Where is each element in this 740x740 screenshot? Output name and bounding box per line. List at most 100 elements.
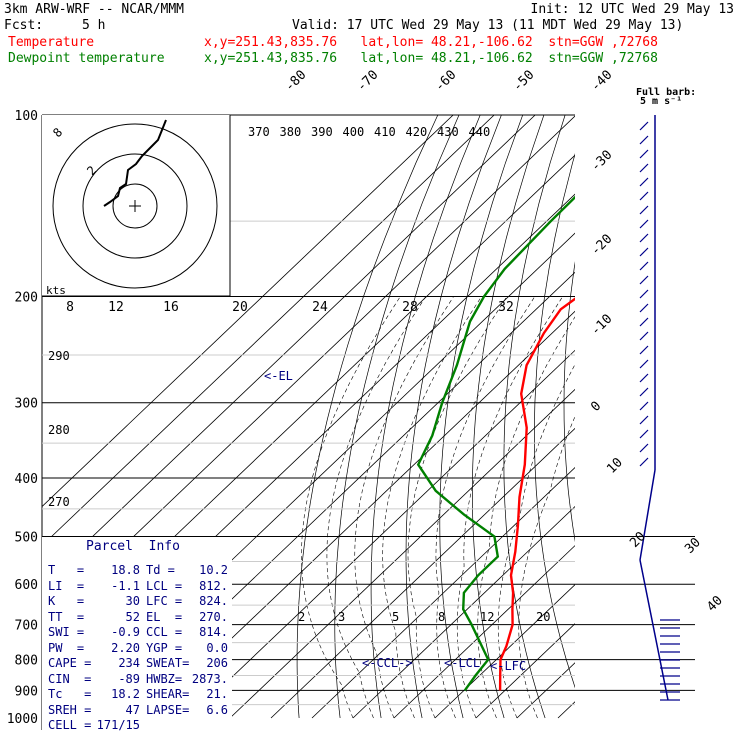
pressure-tick-label: 400 bbox=[15, 472, 38, 487]
wind-barb bbox=[639, 457, 649, 467]
parcel-info-cell: EL = bbox=[146, 609, 183, 624]
parcel-info-cell: 812. bbox=[199, 578, 228, 593]
hodograph-trace bbox=[103, 119, 167, 207]
pressure-tick-label: 1000 bbox=[7, 712, 38, 727]
pressure-tick-label: 600 bbox=[15, 578, 38, 593]
dry-adiabat bbox=[674, 115, 740, 718]
parcel-info-cell: 30 bbox=[125, 594, 140, 608]
wind-barb bbox=[639, 373, 649, 383]
parcel-info-cell: 18.8 bbox=[111, 563, 140, 577]
theta-e-label: 380 bbox=[280, 125, 302, 139]
moist-adiabat bbox=[382, 296, 482, 719]
parcel-info-cell: 2873. bbox=[191, 671, 228, 686]
moist-adiabat bbox=[497, 363, 575, 719]
parcel-info-cell: -0.9 bbox=[111, 625, 140, 639]
dry-adiabat bbox=[593, 115, 668, 718]
parcel-info-cell: Tc = bbox=[48, 687, 92, 701]
moist-adiabat bbox=[354, 296, 454, 719]
isotherm-label: -10 bbox=[588, 312, 615, 339]
sounding-series bbox=[416, 195, 575, 692]
parcel-info-cell: 171/15 bbox=[96, 718, 140, 732]
wind-barb bbox=[639, 205, 649, 215]
hodograph-kts-label: kts bbox=[46, 284, 66, 297]
theta-label: 290 bbox=[48, 349, 70, 363]
wind-barb bbox=[639, 247, 649, 257]
mixing-ratio-label: 20 bbox=[536, 610, 550, 624]
parcel-info-cell: LCL = bbox=[146, 578, 183, 593]
parcel-info-cell: CIN = bbox=[48, 671, 92, 686]
moist-adiabat bbox=[326, 296, 426, 719]
temperature-location: x,y=251.43,835.76 lat,lon= 48.21,-106.62… bbox=[204, 35, 658, 50]
hodograph-ring bbox=[82, 153, 188, 259]
wind-barb bbox=[639, 149, 649, 159]
dry-adiabat bbox=[472, 115, 545, 719]
wind-profile-line bbox=[639, 469, 656, 561]
mixing-ratio-label: 12 bbox=[480, 610, 494, 624]
wind-barb bbox=[639, 345, 649, 355]
parcel-info-cell: 6.6 bbox=[206, 702, 228, 717]
wind-barb bbox=[639, 261, 649, 271]
moist-adiabat bbox=[301, 296, 401, 719]
wind-barb bbox=[639, 415, 649, 425]
wind-speed-ring-label: 12 bbox=[108, 300, 124, 315]
wind-barb bbox=[639, 233, 649, 243]
wind-barb bbox=[639, 289, 649, 299]
parcel-info-box: Parcel Info T = 18.8 Td = 10.2 LI = -1.1 LCL =… bbox=[42, 537, 232, 732]
forecast-label: Fcst: bbox=[4, 18, 44, 33]
theta-label: 280 bbox=[48, 423, 70, 437]
moist-adiabat bbox=[518, 415, 575, 719]
theta-e-label: 400 bbox=[343, 125, 365, 139]
isotherm-label: 20 bbox=[627, 529, 649, 551]
pressure-tick-label: 500 bbox=[15, 530, 38, 545]
isotherm-label: 0 bbox=[588, 399, 604, 415]
pressure-tick-label: 200 bbox=[15, 291, 38, 306]
wind-barb bbox=[639, 219, 649, 229]
dewpoint-line bbox=[416, 195, 575, 692]
isotherm-line bbox=[42, 115, 495, 547]
isotherm-label: -80 bbox=[282, 68, 309, 95]
isotherm-line bbox=[516, 662, 575, 719]
parcel-info-cell: Td = bbox=[146, 563, 175, 577]
isotherm-line bbox=[42, 115, 536, 586]
dry-adiabat bbox=[370, 115, 481, 719]
isotherm-label: 30 bbox=[682, 535, 704, 557]
wind-barb bbox=[639, 401, 649, 411]
mixing-ratio-label: 5 bbox=[392, 610, 399, 624]
isotherm-line bbox=[352, 506, 575, 719]
theta-e-label: 410 bbox=[374, 125, 396, 139]
parcel-info-cell: CCL = bbox=[146, 625, 183, 639]
temperature-line bbox=[498, 297, 575, 691]
parcel-info-cell: 270. bbox=[199, 609, 228, 624]
wind-barb bbox=[639, 317, 649, 327]
init-time: Init: 12 UTC Wed 29 May 13 bbox=[530, 2, 735, 17]
parcel-info-cell: LI = bbox=[48, 578, 85, 593]
isotherm-label: -40 bbox=[588, 68, 615, 95]
wind-barb bbox=[639, 135, 649, 145]
wind-barb bbox=[639, 387, 649, 397]
mixing-ratio-label: 8 bbox=[438, 610, 445, 624]
parcel-info-cell: 814. bbox=[199, 625, 228, 639]
parcel-info-cell: CELL = bbox=[48, 718, 92, 732]
pressure-tick-label: 900 bbox=[15, 684, 38, 699]
isotherm-line bbox=[434, 584, 575, 719]
pressure-tick-label: 800 bbox=[15, 654, 38, 669]
dry-adiabat bbox=[700, 115, 740, 718]
isotherm-line bbox=[147, 310, 575, 719]
theta-e-label: 420 bbox=[406, 125, 428, 139]
isotherm-line bbox=[188, 349, 575, 719]
parcel-info-cell: 206 bbox=[206, 656, 228, 670]
wind-barb bbox=[639, 429, 649, 439]
wind-barb bbox=[639, 191, 649, 201]
hodograph-ring bbox=[112, 183, 158, 229]
isotherm-label: -70 bbox=[354, 68, 381, 95]
wind-profile-line bbox=[639, 559, 669, 701]
parcel-info-cell: -89 bbox=[118, 671, 140, 686]
parcel-info-cell: TT = bbox=[48, 609, 85, 624]
wind-barb bbox=[639, 359, 649, 369]
parcel-info-cell: YGP = bbox=[146, 640, 183, 655]
isotherm-label: -20 bbox=[588, 232, 615, 259]
mixing-ratio-label: 3 bbox=[338, 610, 345, 624]
level-marker-label: <-LFC bbox=[490, 659, 526, 673]
